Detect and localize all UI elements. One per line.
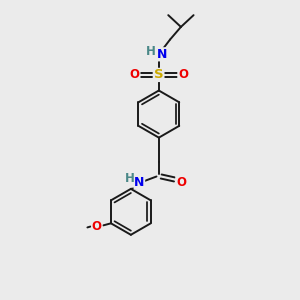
Text: O: O <box>176 176 186 189</box>
Text: O: O <box>92 220 102 233</box>
Text: H: H <box>146 45 155 58</box>
Text: H: H <box>124 172 134 185</box>
Text: N: N <box>134 176 145 189</box>
Text: O: O <box>130 68 140 81</box>
Text: S: S <box>154 68 164 81</box>
Text: N: N <box>157 48 167 61</box>
Text: O: O <box>178 68 188 81</box>
